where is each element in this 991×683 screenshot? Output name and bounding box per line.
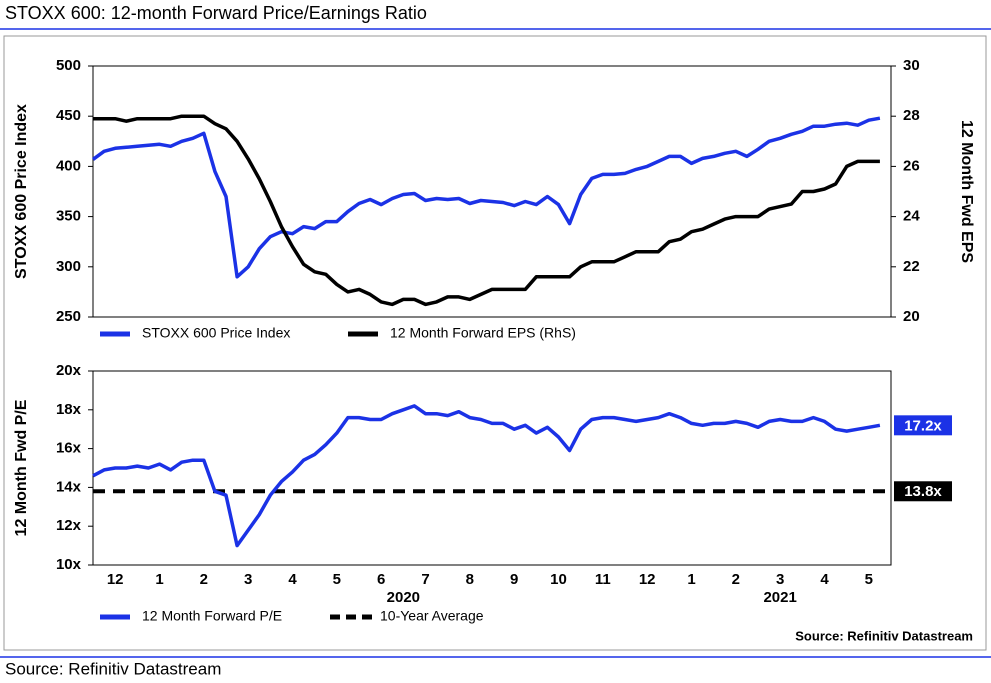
plot-area [92, 370, 892, 566]
plot-area [92, 65, 892, 318]
x-tick-label: 11 [595, 571, 611, 588]
x-tick-label: 5 [865, 571, 873, 588]
chart-source: Source: Refinitiv Datastream [795, 628, 973, 643]
y2-tick-label: 22 [903, 258, 920, 275]
y-axis-title: STOXX 600 Price Index [13, 104, 30, 279]
reference-label: 13.8x [904, 483, 942, 500]
x-tick-label: 5 [333, 571, 341, 588]
y2-tick-label: 28 [903, 107, 920, 124]
y-tick-label: 450 [56, 107, 81, 124]
legend-label: 12 Month Forward EPS (RhS) [390, 325, 576, 341]
legend-label: 12 Month Forward P/E [142, 608, 282, 624]
y-tick-label: 10x [56, 556, 82, 573]
y-tick-label: 20x [56, 362, 82, 379]
y-tick-label: 16x [56, 440, 82, 457]
y2-tick-label: 20 [903, 308, 920, 325]
x-tick-label: 10 [550, 571, 567, 588]
y2-tick-label: 30 [903, 57, 920, 74]
x-tick-label: 1 [155, 571, 163, 588]
y-tick-label: 500 [56, 57, 81, 74]
x-tick-label: 6 [377, 571, 385, 588]
y-tick-label: 14x [56, 478, 82, 495]
x-tick-label: 4 [288, 571, 297, 588]
series-line [93, 114, 880, 307]
last-value-box [894, 415, 952, 436]
x-tick-label: 4 [820, 571, 829, 588]
x-group-label: 2021 [763, 589, 796, 606]
y-tick-label: 250 [56, 308, 81, 325]
x-tick-label: 3 [244, 571, 252, 588]
series-line [91, 116, 881, 279]
x-group-label: 2020 [387, 589, 420, 606]
x-tick-label: 8 [466, 571, 474, 588]
legend-label: 10-Year Average [380, 608, 484, 624]
x-tick-label: 2 [732, 571, 740, 588]
x-tick-label: 3 [776, 571, 784, 588]
x-tick-label: 1 [687, 571, 695, 588]
y2-axis-title: 12 Month Fwd EPS [958, 120, 975, 263]
y-tick-label: 300 [56, 258, 81, 275]
series-line [92, 404, 881, 548]
y-axis-title: 12 Month Fwd P/E [13, 399, 30, 536]
y2-tick-label: 24 [903, 208, 920, 225]
footer-source: Source: Refinitiv Datastream [5, 659, 221, 678]
y-tick-label: 12x [56, 517, 82, 534]
y-tick-label: 350 [56, 208, 81, 225]
y-tick-label: 18x [56, 401, 82, 418]
x-tick-label: 12 [639, 571, 656, 588]
x-tick-label: 2 [200, 571, 208, 588]
legend-label: STOXX 600 Price Index [142, 325, 290, 341]
x-tick-label: 7 [421, 571, 429, 588]
chart-frame [3, 35, 987, 651]
reference-label-box [894, 481, 952, 502]
last-value-label: 17.2x [904, 417, 942, 434]
page-title: STOXX 600: 12-month Forward Price/Earnin… [5, 3, 427, 23]
y-tick-label: 400 [56, 157, 81, 174]
x-tick-label: 12 [107, 571, 124, 588]
x-tick-label: 9 [510, 571, 518, 588]
y2-tick-label: 26 [903, 157, 920, 174]
